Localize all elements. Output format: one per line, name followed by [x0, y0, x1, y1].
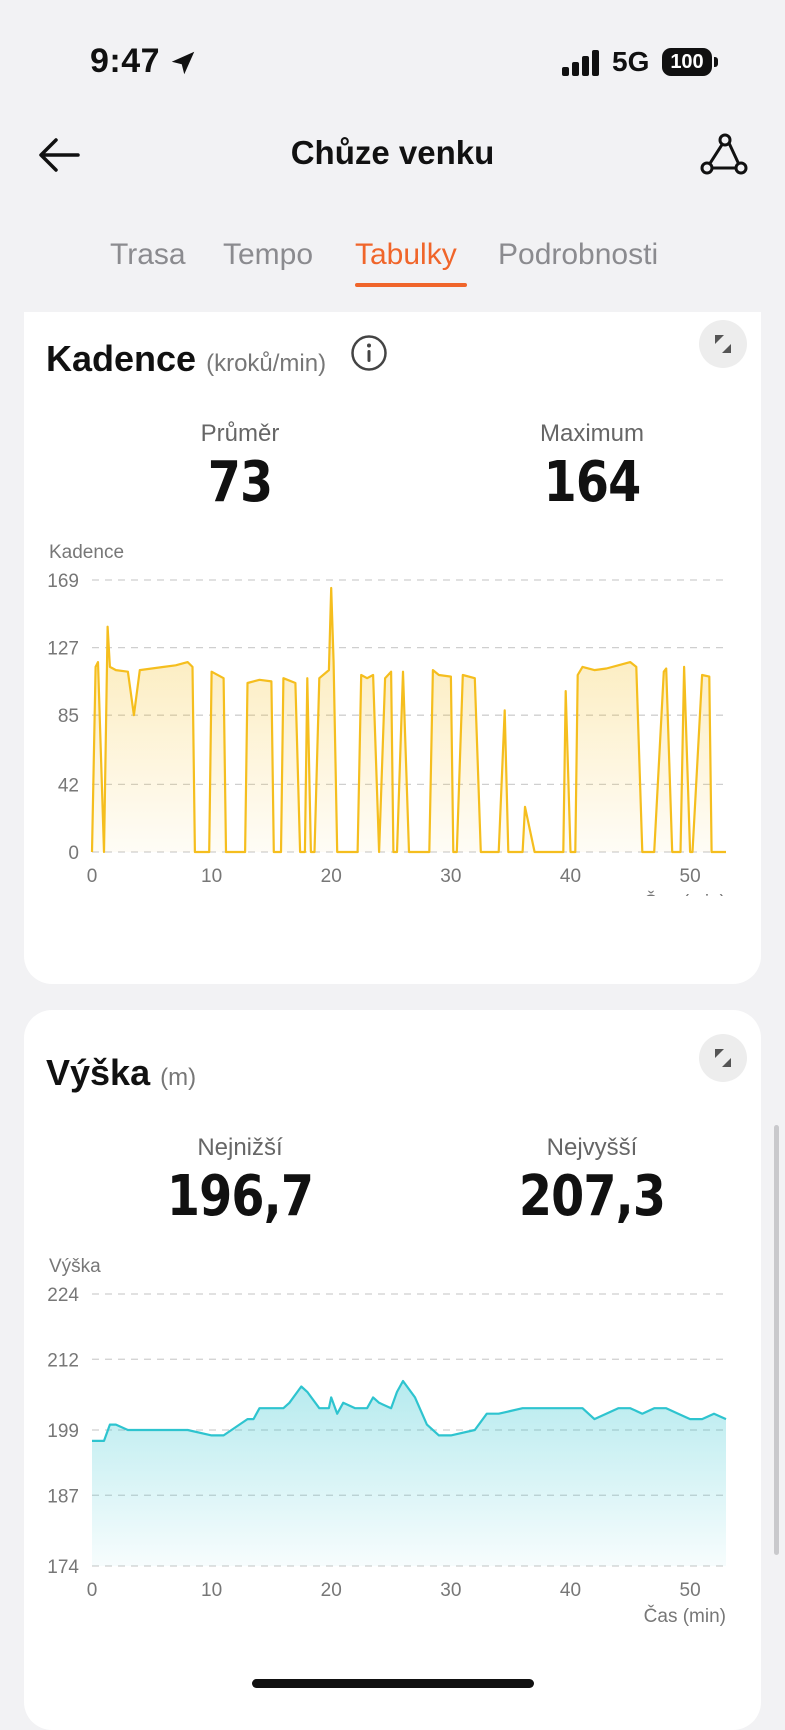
altitude-title-text: Výška [46, 1052, 151, 1093]
tab-trasa[interactable]: Trasa [110, 238, 186, 271]
x-axis-label: Čas (min) [644, 1605, 726, 1627]
min-label: Nejnižší [197, 1134, 283, 1161]
y-tick-label: 127 [47, 639, 79, 660]
location-arrow-icon [171, 51, 195, 75]
min-value: 196,7 [166, 1164, 314, 1229]
x-tick-label: 40 [560, 866, 581, 887]
x-tick-label: 30 [440, 1580, 461, 1601]
x-axis-label: Čas (min) [644, 891, 726, 896]
status-time: 9:47 [90, 42, 161, 80]
series-area [92, 1381, 726, 1566]
x-tick-label: 50 [680, 1580, 701, 1601]
y-tick-label: 0 [68, 843, 79, 864]
cellular-signal-icon [562, 50, 599, 76]
battery-level: 100 [662, 48, 712, 76]
expand-icon [715, 335, 731, 353]
max-label: Nejvyšší [546, 1134, 638, 1161]
cadence-title-text: Kadence [46, 338, 197, 379]
y-tick-label: 169 [47, 571, 79, 592]
tab-podrobnosti[interactable]: Podrobnosti [498, 238, 659, 271]
home-indicator [252, 1679, 534, 1688]
tab-tempo[interactable]: Tempo [223, 238, 314, 271]
expand-chart-button[interactable] [699, 320, 747, 368]
x-tick-label: 40 [560, 1580, 581, 1601]
battery-icon: 100 [662, 48, 720, 78]
scrollbar[interactable] [774, 1125, 779, 1555]
x-tick-label: 0 [87, 1580, 98, 1601]
y-axis-label: Výška [49, 1256, 101, 1277]
active-tab-indicator [355, 283, 467, 287]
series-line [90, 586, 726, 854]
y-tick-label: 42 [58, 775, 79, 796]
expand-chart-button[interactable] [699, 1034, 747, 1082]
cadence-card: Kadence (kroků/min) Průměr 73 Maximum 164… [24, 312, 761, 984]
cadence-chart: Kadence 0 42 85 127 169 0 10 20 30 40 50 Čas (min) [47, 542, 726, 896]
y-tick-label: 224 [47, 1285, 79, 1306]
avg-value: 73 [207, 450, 273, 515]
expand-icon [715, 1049, 731, 1067]
back-arrow-icon[interactable] [34, 130, 84, 180]
x-tick-label: 30 [440, 866, 461, 887]
altitude-card: Výška (m) Nejnižší 196,7 Nejvyšší 207,3 V… [24, 1010, 761, 1730]
network-type: 5G [612, 46, 650, 77]
page-title: Chůze venku [290, 134, 495, 171]
x-tick-label: 20 [321, 1580, 342, 1601]
cadence-title: Kadence (kroků/min) [46, 338, 326, 380]
info-icon[interactable] [350, 334, 388, 372]
cadence-unit: (kroků/min) [206, 350, 327, 377]
y-tick-label: 199 [47, 1421, 79, 1442]
route-share-icon[interactable] [695, 128, 751, 184]
tab-bar: Trasa Tempo Tabulky Podrobnosti [0, 238, 785, 288]
y-tick-label: 212 [47, 1350, 79, 1371]
altitude-unit: (m) [160, 1064, 197, 1091]
series-area [92, 588, 726, 852]
altitude-chart: Výška 174 187 199 212 224 0 10 20 30 40 50 Čas (min) [47, 1256, 727, 1627]
avg-label: Průměr [200, 420, 280, 447]
series-line [92, 1379, 727, 1442]
max-value: 207,3 [518, 1164, 666, 1229]
altitude-title: Výška (m) [46, 1052, 196, 1094]
y-tick-label: 85 [58, 706, 79, 727]
x-tick-label: 10 [201, 866, 222, 887]
x-tick-label: 10 [201, 1580, 222, 1601]
y-axis-label: Kadence [49, 542, 124, 563]
x-tick-label: 20 [321, 866, 342, 887]
max-value: 164 [543, 450, 642, 515]
max-label: Maximum [539, 420, 644, 447]
x-tick-label: 50 [680, 866, 701, 887]
x-tick-label: 0 [87, 866, 98, 887]
y-tick-label: 174 [47, 1557, 79, 1578]
y-tick-label: 187 [47, 1486, 79, 1507]
tab-tabulky[interactable]: Tabulky [355, 238, 457, 271]
